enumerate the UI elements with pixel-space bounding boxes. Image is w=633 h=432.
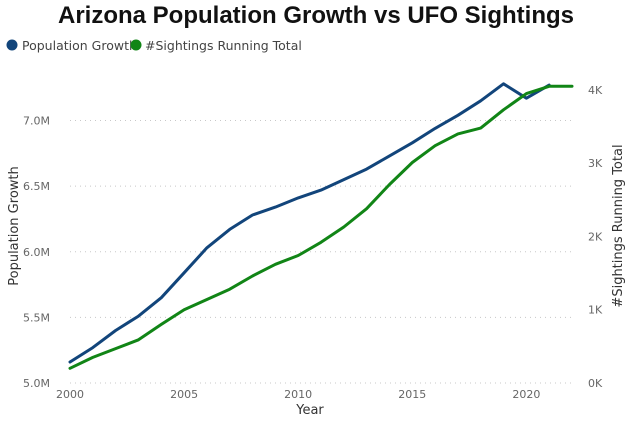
y-tick-label: 6.5M — [23, 180, 50, 193]
x-tick-label: 2020 — [512, 388, 540, 401]
y-tick-label: 7.0M — [23, 115, 50, 128]
y-axis-right: 0K 1K 2K 3K 4K — [588, 84, 603, 390]
y-axis-left: 5.0M 5.5M 6.0M 6.5M 7.0M — [23, 115, 50, 391]
y-axis-left-title: Population Growth — [7, 166, 22, 286]
y-tick-label: 5.5M — [23, 311, 50, 324]
x-tick-label: 2015 — [398, 388, 426, 401]
y2-tick-label: 3K — [588, 157, 603, 170]
y2-tick-label: 4K — [588, 84, 603, 97]
legend-marker-population-growth — [6, 39, 18, 51]
y2-tick-label: 2K — [588, 230, 603, 243]
y-tick-label: 5.0M — [23, 377, 50, 390]
y2-tick-label: 0K — [588, 377, 603, 390]
y-tick-label: 6.0M — [23, 246, 50, 259]
x-axis: 2000 2005 2010 2015 2020 — [56, 388, 540, 401]
legend: Population Growth #Sightings Running Tot… — [6, 38, 302, 53]
plot-lines — [68, 82, 574, 370]
x-tick-label: 2005 — [170, 388, 198, 401]
y2-tick-label: 1K — [588, 304, 603, 317]
y-axis-right-title: #Sightings Running Total — [611, 144, 626, 307]
series-line-population-growth — [68, 82, 551, 364]
series-line-sightings-running-total — [68, 84, 574, 370]
legend-label-sightings-running-total: #Sightings Running Total — [145, 38, 302, 53]
chart-title: Arizona Population Growth vs UFO Sightin… — [58, 2, 574, 29]
x-axis-title: Year — [295, 403, 324, 418]
x-tick-label: 2000 — [56, 388, 84, 401]
gridlines — [70, 120, 572, 384]
legend-label-population-growth: Population Growth — [22, 38, 137, 53]
x-tick-label: 2010 — [284, 388, 312, 401]
legend-marker-sightings-running-total — [130, 39, 142, 51]
